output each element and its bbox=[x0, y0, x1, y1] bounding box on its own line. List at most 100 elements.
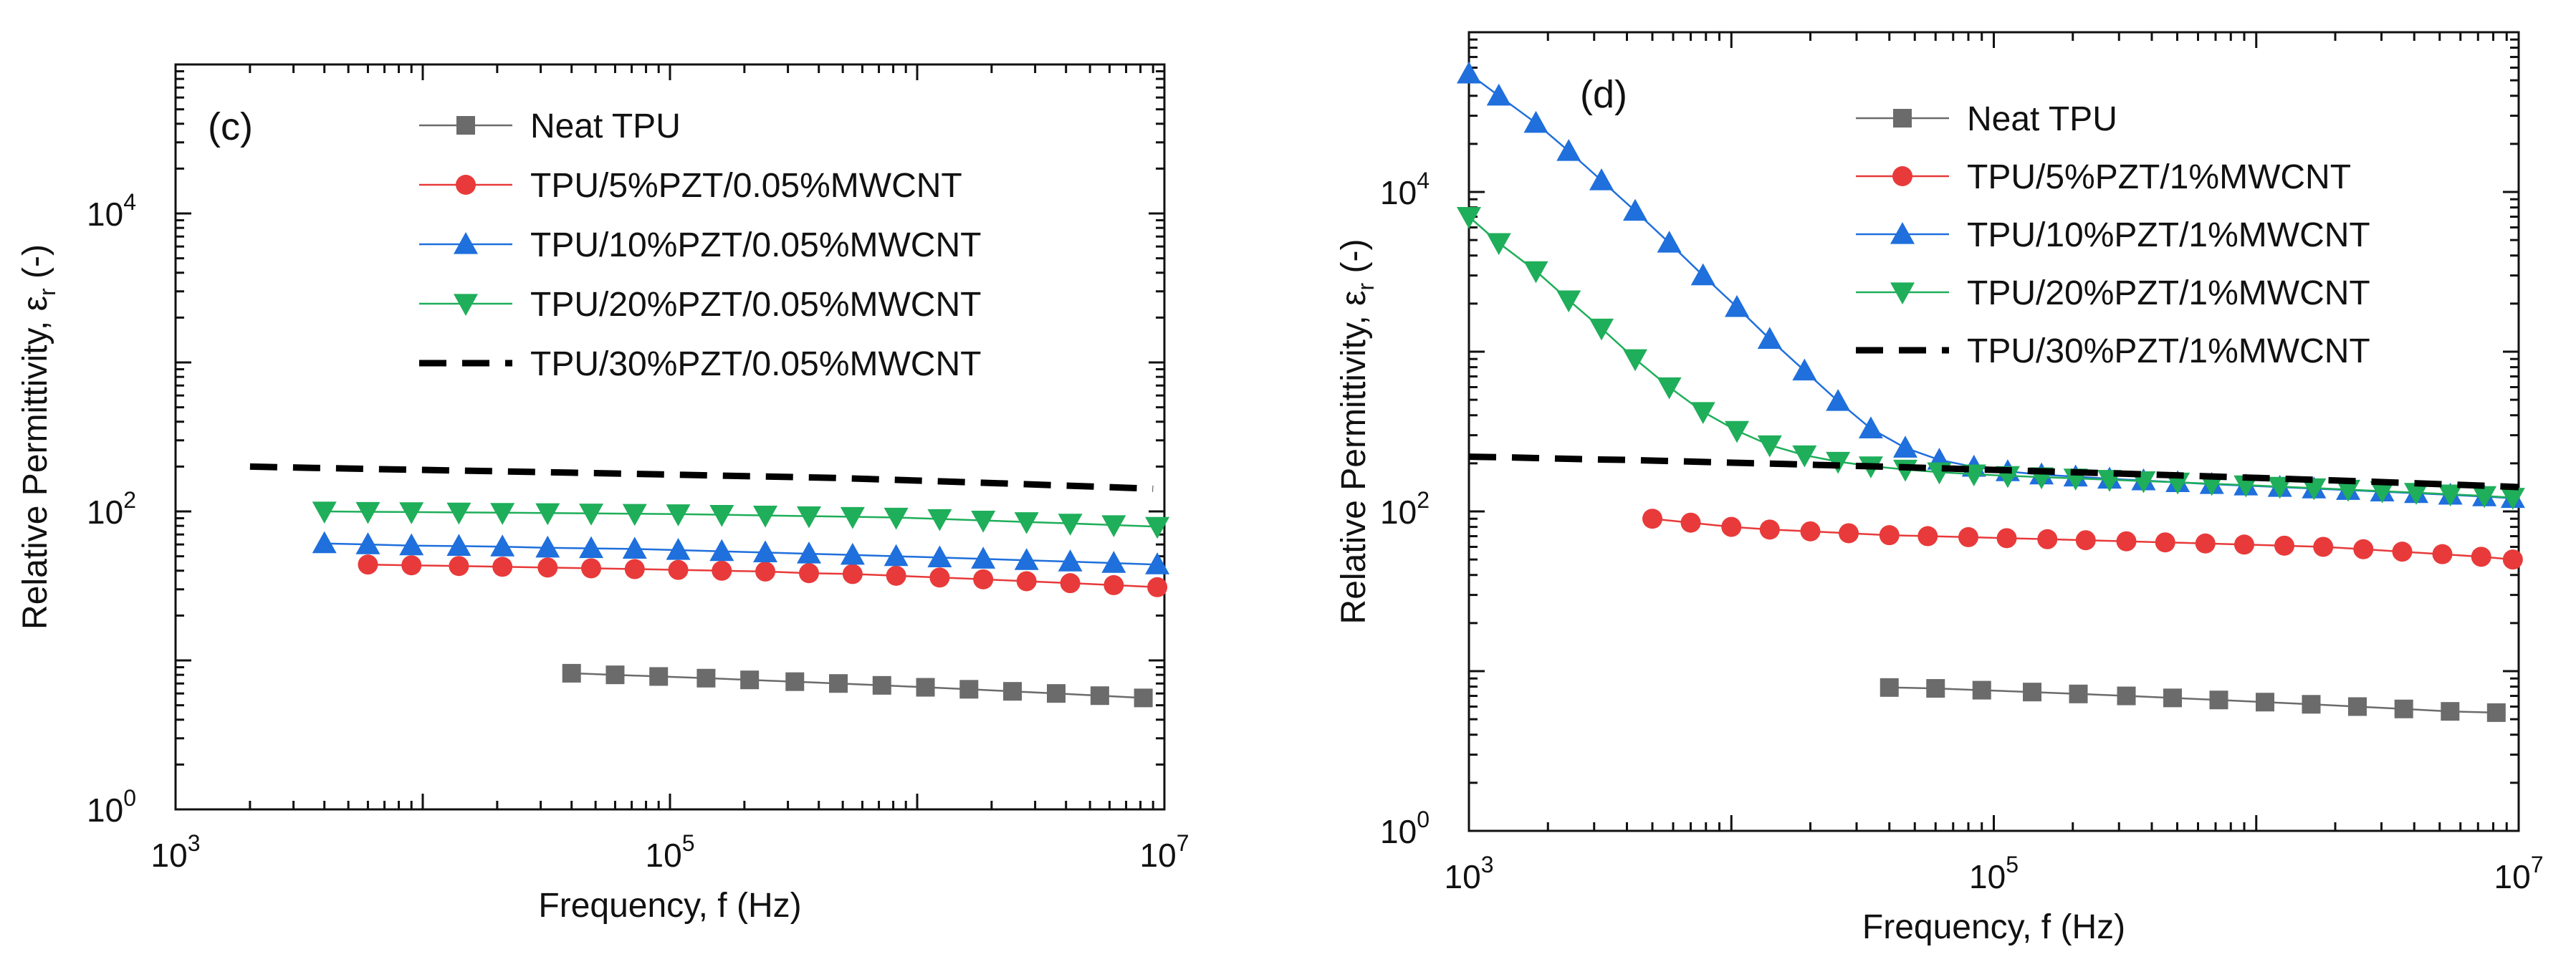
data-point bbox=[622, 504, 647, 526]
data-point bbox=[2116, 531, 2137, 552]
series-4 bbox=[1468, 453, 2519, 491]
data-point bbox=[1725, 294, 1750, 317]
data-point bbox=[2500, 488, 2525, 510]
data-point bbox=[579, 504, 604, 526]
data-point bbox=[492, 557, 513, 577]
y-axis-label: Relative Permittivity, εr (-) bbox=[16, 244, 60, 630]
data-point bbox=[490, 534, 515, 557]
x-tick-label: 107 bbox=[1140, 830, 1189, 874]
data-point bbox=[1996, 528, 2017, 549]
data-point bbox=[796, 506, 821, 529]
legend-entry: TPU/30%PZT/0.05%MWCNT bbox=[419, 345, 981, 383]
legend-entry: TPU/5%PZT/1%MWCNT bbox=[1856, 158, 2351, 196]
data-point bbox=[2392, 542, 2413, 562]
data-point bbox=[2404, 483, 2429, 505]
data-point bbox=[2075, 530, 2096, 551]
series-line bbox=[1468, 453, 2519, 491]
data-point bbox=[2069, 684, 2088, 703]
data-point bbox=[446, 534, 471, 557]
data-point bbox=[1003, 682, 1023, 701]
legend-marker bbox=[1890, 282, 1915, 304]
data-point bbox=[709, 539, 734, 562]
legend-entry: TPU/10%PZT/0.05%MWCNT bbox=[419, 226, 981, 264]
y-tick-label: 102 bbox=[87, 487, 136, 531]
data-point bbox=[666, 538, 691, 560]
legend-label: TPU/5%PZT/1%MWCNT bbox=[1967, 158, 2351, 196]
data-point bbox=[2370, 481, 2395, 504]
x-axis-label: Frequency, f (Hz) bbox=[1862, 908, 2125, 946]
y-tick-label: 102 bbox=[1380, 487, 1430, 531]
data-point bbox=[1090, 686, 1109, 706]
data-point bbox=[2302, 695, 2321, 714]
data-point bbox=[1014, 512, 1039, 534]
series-line bbox=[249, 463, 1154, 492]
data-point bbox=[753, 540, 778, 562]
data-point bbox=[1759, 519, 1780, 540]
data-point bbox=[1016, 571, 1037, 592]
data-point bbox=[1101, 551, 1126, 573]
x-axis-label: Frequency, f (Hz) bbox=[538, 887, 801, 925]
data-point bbox=[1623, 349, 1648, 372]
legend-entry: TPU/5%PZT/0.05%MWCNT bbox=[419, 167, 962, 205]
data-point bbox=[2163, 688, 2183, 708]
data-point bbox=[1058, 549, 1083, 572]
data-point bbox=[2486, 703, 2506, 722]
data-point bbox=[649, 667, 669, 686]
legend-label: Neat TPU bbox=[530, 107, 681, 145]
data-point bbox=[1523, 110, 1548, 133]
data-point bbox=[1690, 263, 1715, 286]
series-1 bbox=[358, 554, 1168, 597]
legend-label: TPU/10%PZT/1%MWCNT bbox=[1967, 216, 2370, 254]
data-point bbox=[973, 569, 994, 589]
data-point bbox=[840, 542, 865, 565]
x-tick-label: 103 bbox=[151, 830, 201, 874]
data-point bbox=[581, 558, 602, 579]
data-point bbox=[1839, 523, 1859, 544]
legend-label: Neat TPU bbox=[1967, 100, 2117, 138]
data-point bbox=[1623, 198, 1648, 221]
y-axis-label: Relative Permittivity, εr (-) bbox=[1335, 239, 1379, 625]
legend-entry: TPU/10%PZT/1%MWCNT bbox=[1856, 216, 2370, 254]
data-point bbox=[1926, 679, 1945, 698]
legend-marker bbox=[456, 175, 476, 195]
data-point bbox=[1800, 521, 1821, 542]
legend-label: TPU/30%PZT/0.05%MWCNT bbox=[530, 345, 981, 383]
data-point bbox=[1046, 684, 1066, 703]
panel-label: (d) bbox=[1580, 73, 1627, 116]
data-point bbox=[2267, 476, 2292, 499]
data-point bbox=[1556, 139, 1581, 161]
legend-label: TPU/10%PZT/0.05%MWCNT bbox=[530, 226, 981, 264]
data-point bbox=[971, 510, 996, 533]
data-point bbox=[537, 557, 558, 578]
legend-label: TPU/30%PZT/1%MWCNT bbox=[1967, 332, 2370, 370]
data-point bbox=[2336, 479, 2361, 502]
data-point bbox=[1757, 327, 1782, 349]
data-point bbox=[2195, 533, 2216, 554]
data-point bbox=[1058, 514, 1083, 536]
x-tick-label: 103 bbox=[1445, 852, 1494, 895]
data-point bbox=[753, 505, 778, 528]
data-point bbox=[1792, 445, 1817, 468]
data-point bbox=[712, 560, 732, 581]
panel-label: (c) bbox=[208, 105, 253, 148]
series-2 bbox=[312, 531, 1170, 574]
data-point bbox=[2441, 702, 2460, 721]
data-point bbox=[2037, 529, 2058, 549]
data-point bbox=[312, 531, 337, 554]
x-tick-label: 105 bbox=[646, 830, 695, 874]
data-point bbox=[1917, 526, 1938, 547]
data-point bbox=[927, 545, 952, 568]
series-4 bbox=[249, 463, 1154, 492]
data-point bbox=[1858, 416, 1883, 438]
data-point bbox=[622, 536, 647, 559]
data-point bbox=[1589, 168, 1614, 191]
legend-marker bbox=[456, 116, 475, 135]
data-point bbox=[2471, 547, 2491, 567]
legend-entry: TPU/20%PZT/1%MWCNT bbox=[1856, 274, 2370, 312]
series-1 bbox=[1642, 509, 2523, 570]
data-point bbox=[2438, 484, 2463, 507]
series-line bbox=[324, 510, 1158, 528]
data-point bbox=[1725, 420, 1750, 443]
series-3 bbox=[312, 501, 1170, 539]
legend-marker bbox=[454, 294, 478, 316]
